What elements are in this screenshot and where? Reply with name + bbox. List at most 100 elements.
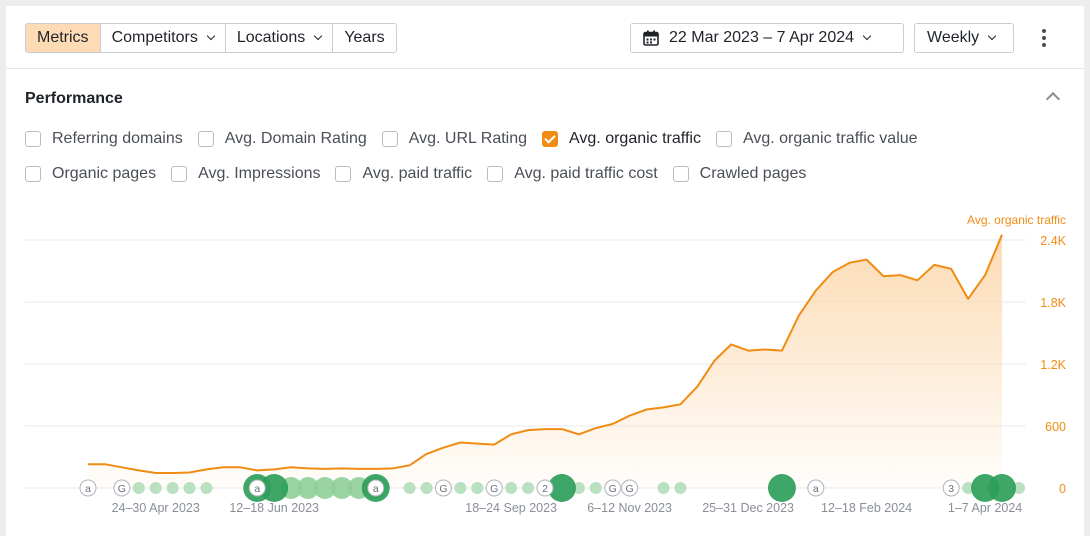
series-label: Avg. organic traffic [967, 213, 1066, 227]
chevron-down-icon [206, 31, 216, 41]
annotation-marker [485, 479, 503, 497]
tab-locations-label: Locations [236, 29, 306, 46]
metric-avg-paid-traffic[interactable]: Avg. paid traffic [335, 165, 472, 183]
update-marker-dot [505, 482, 518, 494]
metric-avg-paid-traffic-cost[interactable]: Avg. paid traffic cost [487, 165, 658, 183]
chevron-down-icon [314, 31, 323, 41]
annotation-marker [367, 479, 385, 497]
checkbox-label: Organic pages [52, 165, 157, 182]
annotation-marker [942, 479, 960, 497]
update-marker-large [547, 474, 576, 502]
checkbox[interactable] [335, 166, 352, 182]
chevron-down-icon [862, 31, 872, 41]
tab-locations[interactable]: Locations [225, 24, 334, 52]
annotation-marker-label: G [118, 483, 126, 495]
date-range-label: 22 Mar 2023 – 7 Apr 2024 [669, 29, 855, 46]
annotation-marker [536, 479, 554, 497]
update-marker-large [767, 474, 796, 502]
y-tick-label: 1.2K [1040, 358, 1066, 372]
annotation-marker-label: 2 [542, 483, 548, 495]
update-marker-dot [454, 482, 467, 494]
checkbox-checked[interactable] [542, 131, 559, 147]
traffic-area [88, 234, 1002, 488]
update-marker-medium [330, 477, 353, 499]
x-tick-label: 18–24 Sep 2023 [465, 501, 557, 515]
update-marker-dot [420, 482, 433, 494]
update-marker-dot [522, 482, 535, 494]
checkbox[interactable] [25, 131, 41, 147]
date-range-picker[interactable]: 22 Mar 2023 – 7 Apr 2024 [630, 23, 904, 53]
traffic-line [88, 234, 1003, 474]
tab-years-label: Years [344, 29, 385, 46]
tab-years[interactable]: Years [333, 24, 396, 52]
update-marker-dot [589, 482, 602, 494]
metric-avg-url-rating[interactable]: Avg. URL Rating [381, 130, 528, 148]
annotation-marker-label: G [626, 483, 634, 495]
update-marker-dot [674, 482, 687, 494]
y-tick-label: 1.8K [1040, 296, 1066, 310]
metric-referring-domains[interactable]: Referring domains [25, 130, 183, 148]
y-tick-label: 0 [1059, 482, 1066, 496]
checkbox[interactable] [197, 131, 214, 147]
annotation-marker [434, 479, 452, 497]
tab-competitors-label: Competitors [111, 29, 198, 46]
update-marker-dot [962, 482, 975, 494]
annotation-marker [621, 479, 639, 497]
x-tick-label: 12–18 Feb 2024 [821, 501, 912, 515]
checkbox[interactable] [171, 166, 188, 182]
checkbox[interactable] [487, 166, 504, 182]
checkbox-label: Avg. organic traffic [569, 130, 701, 147]
x-tick-label: 24–30 Apr 2023 [112, 501, 200, 515]
checkbox-label: Avg. paid traffic [362, 165, 473, 182]
chevron-up-icon[interactable] [1045, 91, 1061, 107]
more-vertical-icon[interactable] [1034, 26, 1054, 50]
toolbar: Metrics Competitors Locations Years 22 M… [6, 6, 1084, 69]
annotation-marker-label: a [373, 483, 379, 495]
checkbox-label: Crawled pages [699, 165, 807, 182]
annotation-marker-label: a [813, 483, 819, 495]
annotation-marker [79, 479, 97, 497]
update-marker-large [988, 474, 1016, 502]
update-marker-dot [403, 482, 416, 494]
annotation-marker [604, 479, 622, 497]
x-tick-label: 6–12 Nov 2023 [587, 501, 672, 515]
annotation-marker-label: G [490, 483, 498, 495]
checkbox-label: Avg. organic traffic value [742, 130, 918, 147]
metric-organic-pages[interactable]: Organic pages [25, 165, 156, 183]
metric-avg-organic-traffic[interactable]: Avg. organic traffic [542, 130, 701, 148]
annotation-marker-label: 3 [948, 483, 954, 495]
checkbox-label: Avg. paid traffic cost [514, 165, 658, 182]
dashboard-card: Metrics Competitors Locations Years 22 M… [6, 6, 1084, 536]
update-marker-dot [132, 482, 145, 494]
update-marker-dot [183, 482, 196, 494]
tab-metrics[interactable]: Metrics [26, 24, 101, 52]
annotation-marker-label: G [609, 483, 617, 495]
metric-options-row-2: Organic pages Avg. Impressions Avg. paid… [25, 165, 1065, 183]
interval-dropdown[interactable]: Weekly [914, 23, 1014, 53]
annotation-marker-label: a [85, 483, 91, 495]
annotation-marker [113, 479, 131, 497]
checkbox[interactable] [25, 166, 41, 182]
metric-avg-domain-rating[interactable]: Avg. Domain Rating [197, 130, 367, 148]
annotation-marker-label: a [254, 483, 260, 495]
tab-competitors[interactable]: Competitors [100, 24, 226, 52]
interval-label: Weekly [927, 29, 980, 46]
y-tick-label: 600 [1045, 420, 1066, 434]
annotation-marker [248, 479, 266, 497]
metric-avg-impressions[interactable]: Avg. Impressions [171, 165, 320, 183]
metric-crawled-pages[interactable]: Crawled pages [672, 165, 807, 183]
x-tick-label: 12–18 Jun 2023 [229, 501, 319, 515]
checkbox[interactable] [715, 131, 732, 147]
checkbox[interactable] [381, 131, 398, 147]
update-marker-dot [200, 482, 213, 494]
x-tick-label: 25–31 Dec 2023 [702, 501, 794, 515]
chevron-down-icon [987, 31, 997, 41]
metric-options-row-1: Referring domains Avg. Domain Rating Avg… [25, 130, 1065, 148]
metric-avg-organic-traffic-value[interactable]: Avg. organic traffic value [715, 130, 918, 148]
update-marker-dot [572, 482, 585, 494]
checkbox[interactable] [672, 166, 689, 182]
update-marker-dot [1012, 482, 1025, 494]
checkbox-label: Avg. URL Rating [408, 130, 528, 147]
annotation-marker-label: G [439, 483, 447, 495]
